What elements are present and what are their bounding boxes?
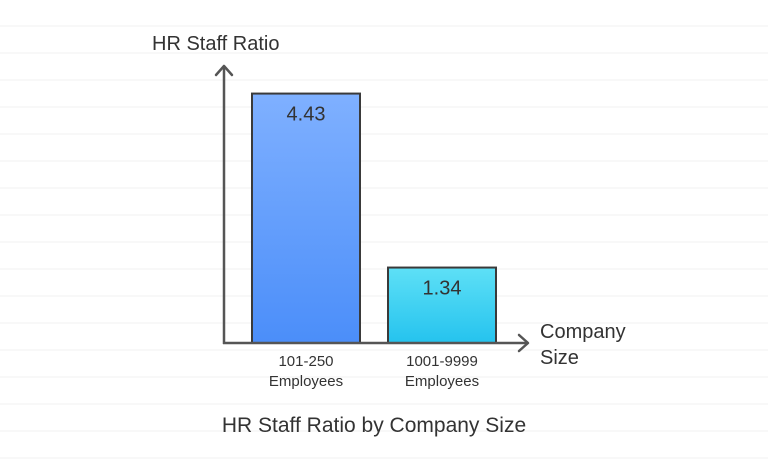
background-lines <box>0 25 768 459</box>
bars-layer: 4.43 1.34 <box>251 92 497 345</box>
x-axis-arrowhead <box>517 333 530 353</box>
x-tick-labels: 101-250 Employees 1001-9999 Employees <box>269 353 479 390</box>
x-axis-title-line-2: Size <box>540 347 579 369</box>
x-axis-title: Company Size <box>540 321 631 369</box>
axes-layer <box>214 64 530 353</box>
x-tick-label-1-line-0: 1001-9999 <box>406 353 478 370</box>
y-axis-title: HR Staff Ratio <box>152 33 279 55</box>
x-tick-label-0-line-1: Employees <box>269 373 343 390</box>
bar-value-label-0: 4.43 <box>287 104 326 126</box>
x-tick-label-1-line-1: Employees <box>405 373 479 390</box>
x-axis-title-line-1: Company <box>540 321 626 343</box>
x-tick-label-1: 1001-9999 Employees <box>405 353 479 390</box>
bar-value-label-1: 1.34 <box>423 278 462 300</box>
chart-title: HR Staff Ratio by Company Size <box>222 414 526 437</box>
x-tick-label-0-line-0: 101-250 <box>278 353 333 370</box>
bar-0 <box>251 92 361 344</box>
bar-1 <box>387 266 497 345</box>
y-axis-arrowhead <box>214 64 234 77</box>
x-tick-label-0: 101-250 Employees <box>269 353 343 390</box>
